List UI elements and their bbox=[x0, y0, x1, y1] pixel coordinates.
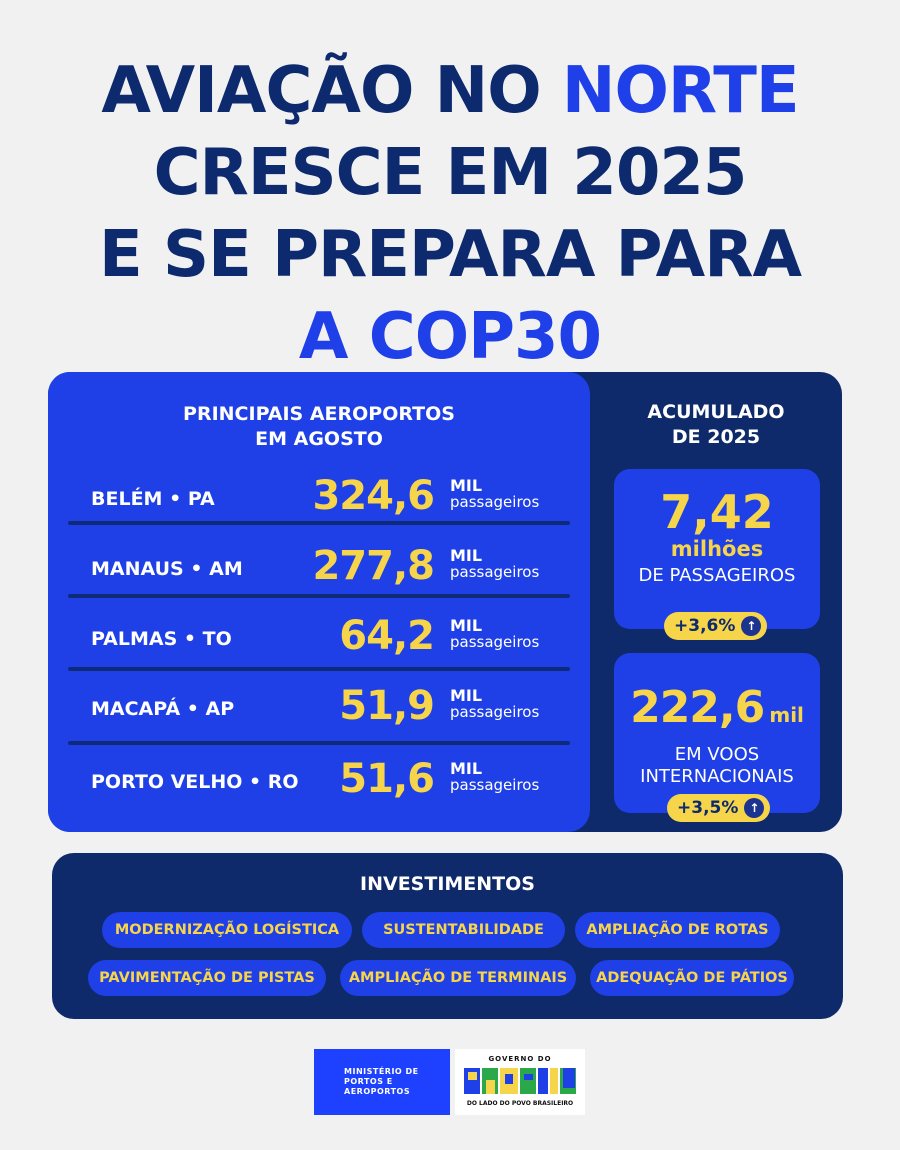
investment-tag: PAVIMENTAÇÃO DE PISTAS bbox=[88, 960, 326, 996]
accumulated-title-line-1: ACUMULADO bbox=[647, 401, 785, 423]
international-growth-badge: +3,5% ↑ bbox=[667, 794, 771, 822]
headline-line-1-text: AVIAÇÃO NO bbox=[101, 54, 562, 128]
airport-passengers-value: 64,2 bbox=[339, 613, 435, 659]
total-passengers-unit: milhões bbox=[670, 537, 764, 561]
international-value-line: 222,6 mil bbox=[614, 683, 820, 742]
unit-mil: MIL bbox=[450, 759, 483, 778]
passengers-growth-badge: +3,6% ↑ bbox=[664, 612, 768, 640]
arrow-up-circle-icon: ↑ bbox=[744, 798, 765, 818]
unit-mil: MIL bbox=[450, 546, 483, 565]
international-flights-box: 222,6 mil EM VOOS INTERNACIONAIS bbox=[614, 653, 820, 813]
airports-title-line-1: PRINCIPAIS AEROPORTOS bbox=[183, 403, 455, 425]
unit-passageiros: passageiros bbox=[450, 493, 540, 511]
airport-row-palmas: PALMAS • TO 64,2 MIL passageiros bbox=[48, 612, 590, 672]
airports-panel: PRINCIPAIS AEROPORTOS EM AGOSTO BELÉM • … bbox=[48, 372, 590, 832]
airport-row-belem: BELÉM • PA 324,6 MIL passageiros bbox=[48, 472, 590, 532]
airport-name: BELÉM • PA bbox=[91, 488, 215, 510]
airport-unit: MIL passageiros bbox=[450, 476, 540, 511]
total-passengers-value: 7,42 bbox=[660, 485, 774, 539]
airport-name: PALMAS • TO bbox=[91, 628, 232, 650]
brasil-wordmark-logo bbox=[464, 1068, 576, 1094]
headline: AVIAÇÃO NO NORTE CRESCE EM 2025 E SE PRE… bbox=[0, 50, 900, 378]
airport-row-porto-velho: PORTO VELHO • RO 51,6 MIL passageiros bbox=[48, 755, 590, 815]
headline-line-1: AVIAÇÃO NO NORTE bbox=[0, 50, 900, 132]
international-label-2: INTERNACIONAIS bbox=[640, 766, 794, 787]
investment-tag: SUSTENTABILIDADE bbox=[362, 912, 565, 948]
airport-passengers-value: 51,6 bbox=[339, 756, 435, 802]
passengers-growth-value: +3,6% bbox=[674, 616, 736, 636]
headline-line-2: CRESCE EM 2025 bbox=[153, 136, 748, 210]
airport-row-macapa: MACAPÁ • AP 51,9 MIL passageiros bbox=[48, 682, 590, 742]
unit-mil: MIL bbox=[450, 616, 483, 635]
airport-passengers-value: 51,9 bbox=[339, 683, 435, 729]
gov-bottom-text: DO LADO DO POVO BRASILEIRO bbox=[466, 1100, 574, 1107]
headline-line-3: E SE PREPARA PARA bbox=[98, 218, 802, 292]
airport-unit: MIL passageiros bbox=[450, 616, 540, 651]
international-value: 222,6 bbox=[630, 682, 765, 733]
international-label-1: EM VOOS bbox=[674, 744, 760, 765]
airport-name: PORTO VELHO • RO bbox=[91, 771, 299, 793]
headline-highlight-norte: NORTE bbox=[561, 54, 800, 128]
ministry-logo: MINISTÉRIO DE PORTOS E AEROPORTOS bbox=[314, 1049, 450, 1115]
airport-row-manaus: MANAUS • AM 277,8 MIL passageiros bbox=[48, 542, 590, 602]
airport-unit: MIL passageiros bbox=[450, 759, 540, 794]
row-divider bbox=[68, 667, 570, 671]
accumulated-title-line-2: DE 2025 bbox=[671, 426, 761, 448]
investments-title: INVESTIMENTOS bbox=[360, 873, 535, 895]
ministry-line-1: MINISTÉRIO DE bbox=[344, 1067, 419, 1076]
international-unit: mil bbox=[769, 703, 804, 727]
unit-passageiros: passageiros bbox=[450, 563, 540, 581]
row-divider bbox=[68, 594, 570, 598]
unit-mil: MIL bbox=[450, 476, 483, 495]
airport-passengers-value: 324,6 bbox=[312, 473, 435, 519]
airports-title-line-2: EM AGOSTO bbox=[255, 428, 383, 450]
government-logo: GOVERNO DO DO LADO DO POVO BRASILEIRO bbox=[455, 1049, 585, 1115]
total-passengers-label: DE PASSAGEIROS bbox=[638, 565, 796, 586]
investment-tag: AMPLIAÇÃO DE ROTAS bbox=[575, 912, 780, 948]
investment-tag: AMPLIAÇÃO DE TERMINAIS bbox=[340, 960, 576, 996]
row-divider bbox=[68, 741, 570, 745]
total-passengers-box: 7,42 milhões DE PASSAGEIROS bbox=[614, 469, 820, 629]
investment-tag: ADEQUAÇÃO DE PÁTIOS bbox=[590, 960, 794, 996]
airport-name: MACAPÁ • AP bbox=[91, 698, 235, 720]
airports-panel-title: PRINCIPAIS AEROPORTOS EM AGOSTO bbox=[48, 402, 590, 452]
airport-unit: MIL passageiros bbox=[450, 546, 540, 581]
headline-line-4: A COP30 bbox=[298, 300, 602, 374]
row-divider bbox=[68, 521, 570, 525]
international-growth-value: +3,5% bbox=[677, 798, 739, 818]
ministry-line-2: PORTOS E bbox=[344, 1077, 393, 1086]
unit-passageiros: passageiros bbox=[450, 776, 540, 794]
investments-card: INVESTIMENTOS MODERNIZAÇÃO LOGÍSTICA SUS… bbox=[52, 853, 843, 1019]
airport-unit: MIL passageiros bbox=[450, 686, 540, 721]
gov-top-text: GOVERNO DO bbox=[488, 1055, 552, 1063]
arrow-up-circle-icon: ↑ bbox=[741, 616, 762, 636]
ministry-line-3: AEROPORTOS bbox=[344, 1087, 411, 1096]
airport-passengers-value: 277,8 bbox=[312, 543, 435, 589]
airport-name: MANAUS • AM bbox=[91, 558, 243, 580]
unit-mil: MIL bbox=[450, 686, 483, 705]
unit-passageiros: passageiros bbox=[450, 633, 540, 651]
accumulated-title: ACUMULADO DE 2025 bbox=[590, 400, 842, 450]
investment-tag: MODERNIZAÇÃO LOGÍSTICA bbox=[102, 912, 352, 948]
unit-passageiros: passageiros bbox=[450, 703, 540, 721]
